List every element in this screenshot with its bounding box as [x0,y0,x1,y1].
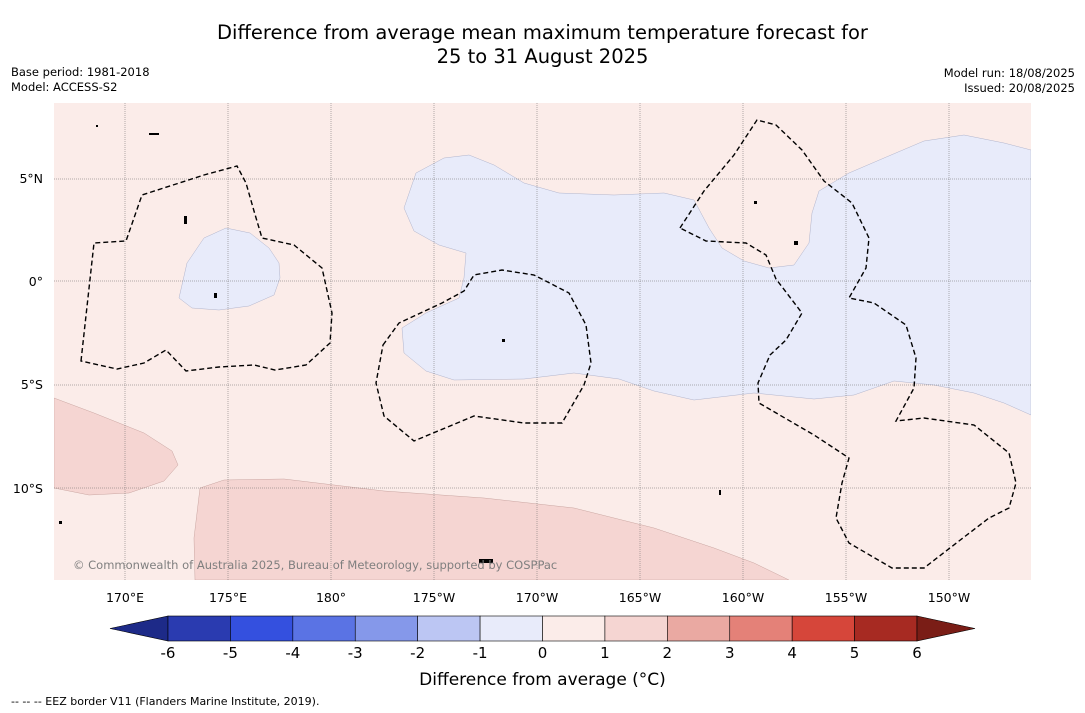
colorbar-tick-label: 1 [600,644,610,662]
lon-label-160w: 160°W [721,590,765,605]
colorbar-segment [542,615,606,642]
eez-border-kiribati-west [80,165,333,372]
lat-label-eq: 0° [28,274,43,289]
meta-right: Model run: 18/08/2025 Issued: 20/08/2025 [944,66,1075,96]
colorbar-segment [417,615,481,642]
colorbar-tick-label: -2 [410,644,425,662]
island-5 [502,339,505,342]
colorbar-extend-low [109,615,169,642]
eez-border-phoenix [375,269,592,442]
colorbar-tick-label: 6 [912,644,922,662]
map-canvas [54,103,1031,580]
island-3 [184,216,187,224]
colorbar-segment [167,615,231,642]
lon-label-180: 180° [315,590,347,605]
model-run: Model run: 18/08/2025 [943,66,1075,80]
colorbar-tick-label: 5 [850,644,860,662]
colorbar-extend-high [916,615,976,642]
eez-border-line-islands [678,119,1017,569]
graticule [54,103,1031,580]
eez-legend-footnote: -- -- -- EEZ border V11 (Flanders Marine… [11,695,320,708]
lon-label-150w: 150°W [927,590,971,605]
colorbar-label: Difference from average (°C) [419,670,666,690]
colorbar-segment [854,615,918,642]
lat-label-10s: 10°S [12,481,43,496]
island-2 [149,133,159,135]
colorbar-tick-label: -3 [348,644,363,662]
cool-region-main [401,134,1031,416]
colorbar-tick-label: -4 [285,644,300,662]
colorbar-segment [604,615,668,642]
colorbar-tick-label: 2 [663,644,673,662]
colorbar-segment [230,615,294,642]
colorbar-segment [667,615,731,642]
island-7 [794,241,798,245]
colorbar-tick-label: -6 [161,644,176,662]
colorbar-segment [729,615,793,642]
issued-date: Issued: 20/08/2025 [964,81,1075,95]
title-line-1: Difference from average mean maximum tem… [217,21,868,44]
lon-label-175w: 175°W [412,590,456,605]
meta-left: Base period: 1981-2018 Model: ACCESS-S2 [11,65,150,95]
colorbar-tick-label: -5 [223,644,238,662]
colorbar-segment [292,615,356,642]
island-1 [96,125,98,127]
cool-region-small [178,227,281,311]
title-line-2: 25 to 31 August 2025 [436,45,649,68]
eez-borders [80,119,1017,569]
colorbar-tick-label: 3 [725,644,735,662]
island-4 [214,293,217,298]
colorbar-tick-label: 0 [538,644,548,662]
lon-label-155w: 155°W [824,590,868,605]
lon-label-175e: 175°E [208,590,247,605]
colorbar-tick-label: -1 [473,644,488,662]
island-markers [59,125,798,563]
lon-label-170e: 170°E [105,590,144,605]
model-name: Model: ACCESS-S2 [11,80,118,94]
lon-label-165w: 165°W [618,590,662,605]
warm-region-west [54,397,179,496]
island-9 [59,521,62,524]
island-10 [479,559,493,563]
colorbar-segment [791,615,855,642]
copyright-notice: © Commonwealth of Australia 2025, Bureau… [73,558,558,572]
lon-label-170w: 170°W [515,590,559,605]
colorbar: -6 -5 -4 -3 -2 -1 0 1 2 3 4 5 6 [109,615,976,662]
colorbar-segment [479,615,543,642]
lat-label-5s: 5°S [20,377,43,392]
map-title: Difference from average mean maximum tem… [0,21,1085,69]
anomaly-map: © Commonwealth of Australia 2025, Bureau… [54,103,1031,580]
base-period: Base period: 1981-2018 [11,65,150,79]
colorbar-tick-label: 4 [787,644,797,662]
island-6 [754,201,757,204]
lat-label-5n: 5°N [19,171,43,186]
colorbar-segment [354,615,418,642]
island-8 [719,490,721,495]
